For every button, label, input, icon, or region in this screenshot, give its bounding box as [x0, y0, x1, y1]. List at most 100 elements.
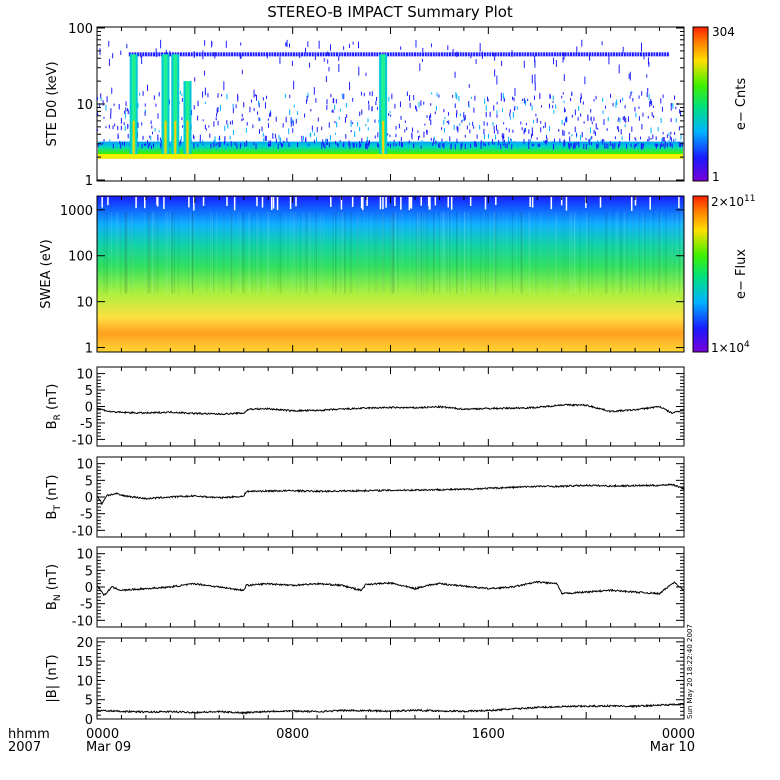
ste-speck [433, 138, 435, 144]
swea-column [665, 211, 667, 294]
ste-speck [600, 140, 602, 146]
ste-speck [346, 102, 348, 108]
ste-speck [366, 143, 368, 150]
swea-cbar-min-base: 1×10 [711, 341, 744, 355]
ste-line-dot [196, 52, 199, 57]
ste-speck [433, 136, 435, 141]
ste-speck [407, 142, 409, 149]
ste-line-dot [287, 52, 290, 57]
ste-speck [219, 135, 221, 141]
ste-speck [181, 117, 183, 121]
ste-speck [571, 91, 573, 96]
ste-speck [219, 104, 221, 111]
y-label-unit: (nT) [45, 475, 60, 505]
ste-speck [180, 139, 182, 144]
y-label-sub: T [53, 505, 63, 512]
ste-speck [253, 142, 255, 146]
swea-column [368, 211, 370, 294]
ste-line-dot [147, 52, 150, 57]
ste-speck [508, 140, 510, 145]
ste-speck [664, 143, 666, 149]
y-tick-label: 15 [76, 655, 93, 670]
ste-speck [419, 135, 421, 138]
ste-speck [339, 143, 341, 147]
ste-speck [506, 143, 508, 149]
ste-speck [541, 143, 543, 146]
swea-column [586, 211, 588, 294]
swea-column [120, 211, 122, 294]
ste-speck [204, 40, 206, 46]
y-tick-label: 10 [76, 98, 93, 113]
ste-speck [571, 114, 573, 118]
ste-speck [301, 139, 303, 142]
ste-speck [530, 139, 532, 145]
ste-speck [573, 143, 575, 150]
ste-speck [654, 143, 656, 147]
ste-speck [224, 125, 226, 132]
swea-column [391, 211, 393, 294]
ste-speck [483, 141, 485, 145]
ste-speck [301, 135, 303, 140]
ste-speck [352, 41, 354, 45]
ste-line-dot [190, 52, 193, 57]
swea-column [585, 211, 587, 294]
ste-line-dot [290, 52, 293, 57]
ste-speck [674, 95, 676, 100]
ste-line-dot [559, 52, 562, 57]
ste-speck [281, 143, 283, 148]
ste-spike-hot [132, 120, 135, 154]
y-tick-label: 0 [85, 713, 93, 728]
ste-line-dot [481, 52, 484, 57]
ste-speck [434, 111, 436, 115]
ste-speck [224, 137, 226, 144]
ste-speck [552, 105, 554, 109]
swea-column [605, 211, 607, 294]
ste-speck [358, 41, 360, 49]
ste-speck [286, 137, 288, 143]
swea-column [512, 211, 514, 294]
ste-speck [503, 133, 505, 140]
ste-speck [293, 80, 295, 90]
ste-speck [673, 139, 675, 142]
ste-speck [274, 133, 276, 139]
ste-speck [480, 142, 482, 149]
ste-speck [466, 125, 468, 130]
ste-speck [662, 137, 664, 142]
ste-speck [108, 124, 110, 129]
ste-speck [505, 127, 507, 130]
ste-speck [236, 143, 238, 149]
ste-speck [578, 143, 580, 148]
swea-column [391, 211, 393, 294]
swea-column [443, 211, 445, 294]
swea-gap [330, 197, 332, 207]
ste-line-dot [486, 52, 489, 57]
swea-column [230, 211, 232, 294]
y-tick-label: 10 [76, 296, 93, 311]
ste-speck [252, 124, 254, 129]
ste-speck [272, 133, 274, 139]
ste-line-dot [475, 52, 478, 57]
ste-speck [588, 139, 590, 146]
ste-speck [634, 137, 636, 140]
swea-column [425, 211, 427, 294]
ste-speck [237, 96, 239, 102]
swea-column [369, 211, 371, 294]
ste-speck [431, 43, 433, 48]
swea-column [242, 211, 244, 294]
swea-column [470, 211, 472, 294]
ste-speck [214, 52, 216, 59]
ste-speck [510, 139, 512, 145]
y-label-unit: (nT) [45, 384, 60, 414]
ste-speck [204, 70, 206, 76]
ste-speck [249, 106, 251, 113]
ste-line-dot [257, 52, 260, 57]
swea-gap [469, 197, 472, 206]
swea-gap [678, 197, 680, 209]
ste-speck [436, 92, 438, 97]
ste-line-dot [602, 52, 605, 57]
ste-speck [120, 117, 122, 124]
ste-line-dot [513, 52, 516, 57]
ste-speck [534, 59, 536, 68]
ste-speck [528, 143, 530, 149]
ste-speck [100, 93, 102, 99]
